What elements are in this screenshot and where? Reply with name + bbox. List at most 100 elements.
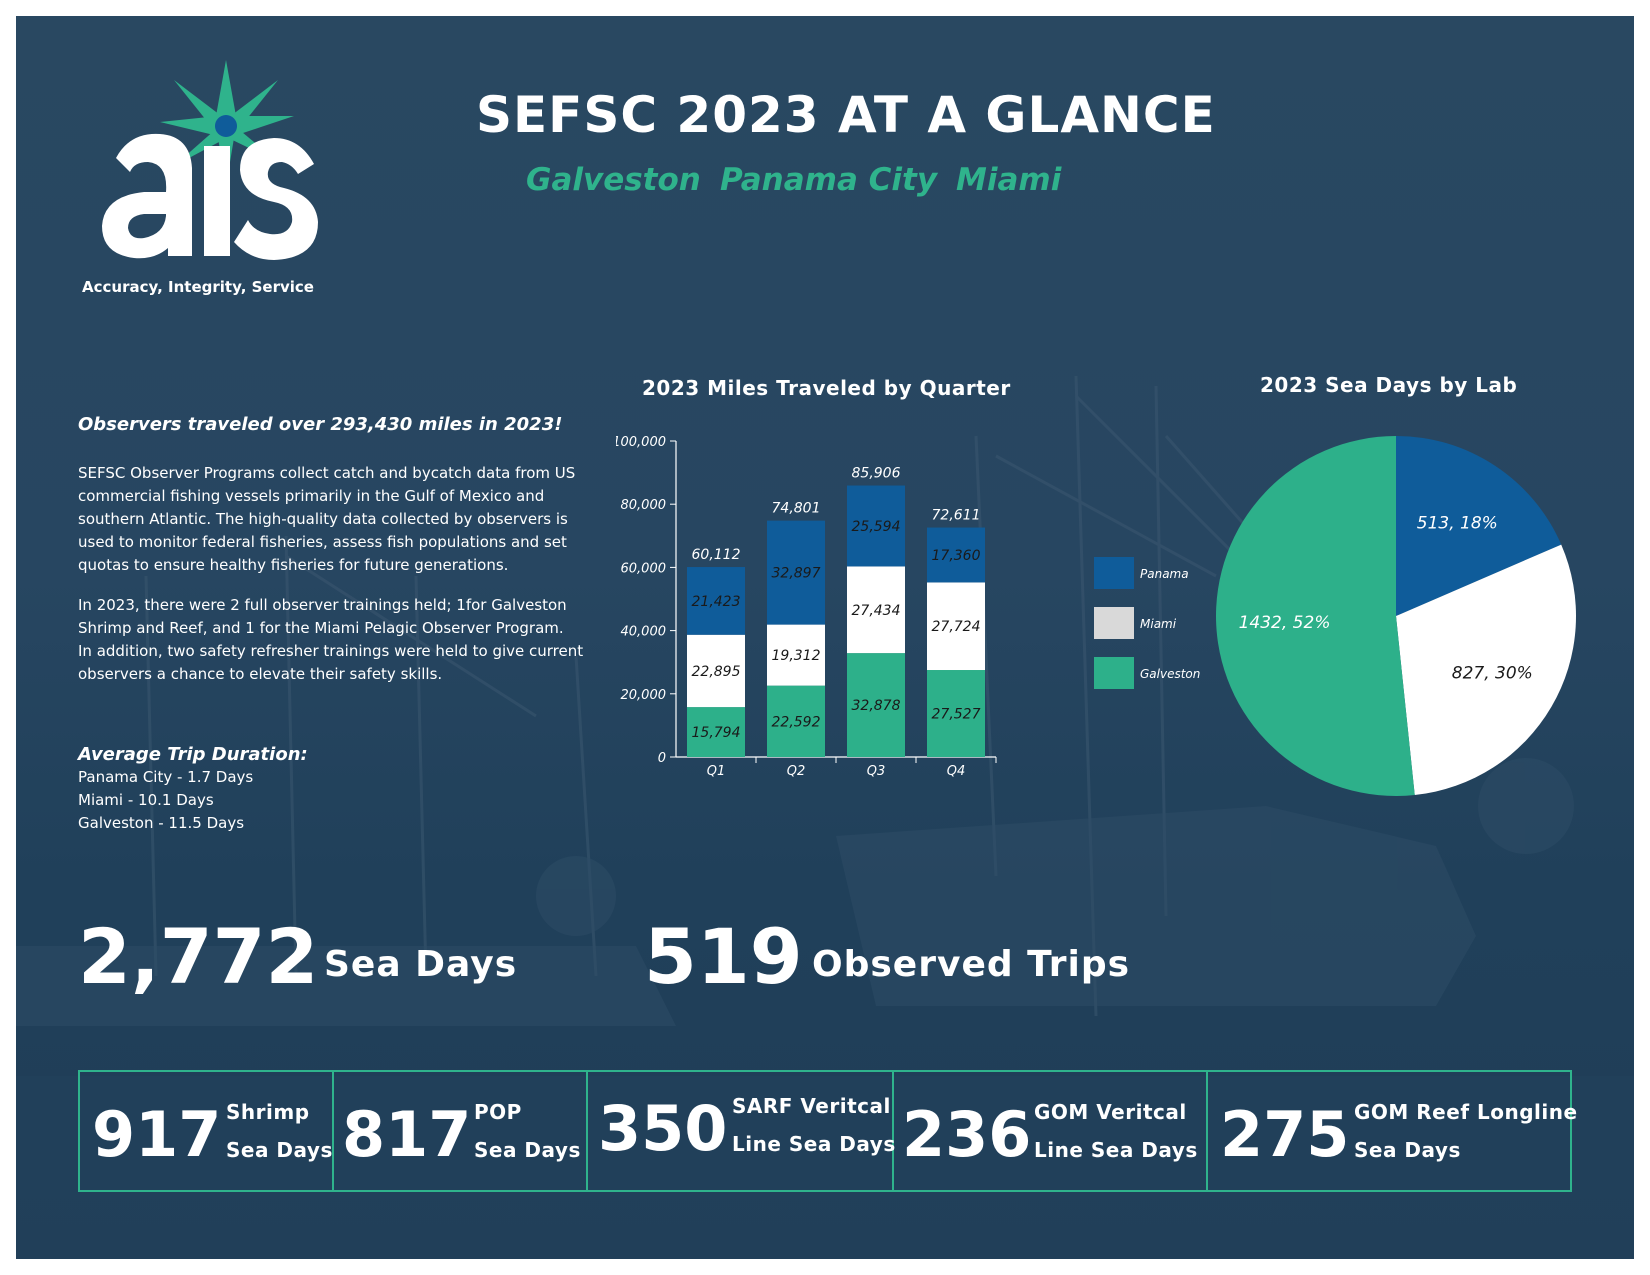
ais-logo	[102, 60, 318, 260]
bar-segment-miami	[927, 582, 985, 671]
stat-label-line2: Sea Days	[1354, 1138, 1461, 1162]
pie-data-label: 1432, 52%	[1239, 613, 1331, 633]
intro-paragraph: SEFSC Observer Programs collect catch an…	[78, 462, 598, 577]
bar-segment-miami	[687, 634, 745, 708]
pie-data-label: 827, 30%	[1452, 663, 1533, 683]
location-miami: Miami	[956, 162, 1062, 198]
avg-trip-galveston: Galveston - 11.5 Days	[78, 814, 245, 832]
bar-segment-galveston	[847, 653, 905, 757]
bar-data-label: 27,724	[932, 619, 981, 635]
sea-days-breakdown: 917 Shrimp Sea Days 817 POP Sea Days 350…	[78, 1070, 1577, 1192]
stat-label-line1: GOM Reef Longline	[1354, 1100, 1578, 1124]
bar-data-label: 32,878	[852, 698, 901, 714]
bar-data-label: 22,895	[692, 664, 741, 680]
training-line: observers a chance to elevate their safe…	[78, 665, 443, 683]
observed-trips-total: 519	[644, 912, 803, 1001]
bar-segment-galveston	[927, 670, 985, 757]
bar-data-label: 17,360	[932, 548, 981, 564]
stat-number: 350	[598, 1092, 728, 1165]
legend-label-miami: Miami	[1140, 617, 1177, 631]
legend-swatch-miami	[1094, 607, 1134, 639]
bar-total-label: 85,906	[852, 466, 901, 482]
stat-gom-vertical-line: 236 GOM Veritcal Line Sea Days	[892, 1072, 1208, 1190]
x-tick-label: Q4	[947, 764, 966, 779]
bar-data-label: 32,897	[772, 566, 821, 582]
pie-slice-galveston	[1216, 436, 1415, 796]
miles-highlight: Observers traveled over 293,430 miles in…	[78, 414, 563, 435]
stat-label-line2: Sea Days	[474, 1138, 581, 1162]
stat-label-line1: POP	[474, 1100, 522, 1124]
intro-line: used to monitor federal fisheries, asses…	[78, 533, 567, 551]
sea-days-label: Sea Days	[324, 944, 518, 985]
bar-segment-miami	[847, 566, 905, 654]
bar-segment-panama	[847, 485, 905, 567]
bar-data-label: 22,592	[772, 714, 821, 730]
intro-line: commercial fishing vessels primarily in …	[78, 487, 545, 505]
page-title: SEFSC 2023 AT A GLANCE	[476, 86, 1216, 144]
bar-data-label: 27,434	[852, 603, 901, 619]
legend-label-galveston: Galveston	[1140, 667, 1200, 681]
training-paragraph: In 2023, there were 2 full observer trai…	[78, 594, 598, 686]
miles-bar-chart: 0 20,000 40,000 60,000 80,000 100,000 15,794 22…	[616, 435, 1200, 779]
background-boats-image	[16, 375, 1634, 1259]
location-panama-city: Panama City	[720, 162, 938, 198]
bar-segment-galveston	[687, 707, 745, 757]
y-tick-label: 20,000	[621, 688, 667, 703]
legend-label-panama: Panama	[1140, 567, 1189, 581]
stat-label-line2: Line Sea Days	[1034, 1138, 1198, 1162]
bar-chart-title: 2023 Miles Traveled by Quarter	[642, 376, 1011, 400]
y-tick-label: 40,000	[621, 625, 667, 640]
stat-shrimp: 917 Shrimp Sea Days	[80, 1072, 334, 1190]
pie-slice-miami	[1396, 544, 1576, 796]
stat-label-line2: Sea Days	[226, 1138, 333, 1162]
stat-label-line1: Shrimp	[226, 1100, 310, 1124]
bar-total-label: 72,611	[932, 508, 981, 524]
stat-pop: 817 POP Sea Days	[332, 1072, 588, 1190]
bar-segment-panama	[927, 527, 985, 583]
y-tick-label: 80,000	[621, 498, 667, 513]
bar-data-label: 19,312	[772, 648, 821, 664]
y-tick-label: 0	[658, 751, 666, 766]
stat-number: 236	[902, 1098, 1032, 1171]
stat-label-line2: Line Sea Days	[732, 1132, 896, 1156]
bar-data-label: 21,423	[692, 594, 741, 610]
stat-gom-reef-longline: 275 GOM Reef Longline Sea Days	[1206, 1072, 1577, 1190]
avg-trip-heading: Average Trip Duration:	[78, 744, 308, 765]
infographic-panel: Accuracy, Integrity, Service SEFSC 2023 …	[16, 16, 1634, 1259]
intro-line: southern Atlantic. The high-quality data…	[78, 510, 568, 528]
training-line: In 2023, there were 2 full observer trai…	[78, 596, 567, 614]
stat-number: 817	[342, 1098, 472, 1171]
bar-segment-panama	[687, 567, 745, 635]
legend-swatch-panama	[1094, 557, 1134, 589]
bar-data-label: 15,794	[692, 725, 741, 741]
training-line: In addition, two safety refresher traini…	[78, 642, 584, 660]
observed-trips-label: Observed Trips	[812, 944, 1131, 985]
x-tick-label: Q2	[787, 764, 806, 779]
sea-days-total: 2,772	[78, 912, 319, 1001]
x-tick-label: Q3	[867, 764, 886, 779]
stat-label-line1: SARF Veritcal	[732, 1094, 891, 1118]
bar-segment-miami	[767, 624, 825, 686]
avg-trip-miami: Miami - 10.1 Days	[78, 791, 214, 809]
intro-line: SEFSC Observer Programs collect catch an…	[78, 464, 576, 482]
location-galveston: Galveston	[526, 162, 701, 198]
pie-chart-title: 2023 Sea Days by Lab	[1260, 373, 1518, 397]
bar-segment-panama	[767, 520, 825, 625]
avg-trip-panama-city: Panama City - 1.7 Days	[78, 768, 254, 786]
pie-slice-panama	[1396, 436, 1562, 616]
bar-data-label: 25,594	[852, 519, 901, 535]
training-line: Shrimp and Reef, and 1 for the Miami Pel…	[78, 619, 564, 637]
bar-total-label: 60,112	[692, 547, 741, 563]
intro-line: quotas to ensure healthy fisheries for f…	[78, 556, 509, 574]
pie-data-label: 513, 18%	[1417, 514, 1498, 534]
legend-swatch-galveston	[1094, 657, 1134, 689]
stat-label-line1: GOM Veritcal	[1034, 1100, 1187, 1124]
logo-tagline: Accuracy, Integrity, Service	[82, 278, 314, 296]
bar-total-label: 74,801	[772, 501, 821, 517]
stat-sarf-vertical-line: 350 SARF Veritcal Line Sea Days	[586, 1072, 896, 1190]
bar-segment-galveston	[767, 685, 825, 757]
y-tick-label: 60,000	[621, 561, 667, 576]
stat-number: 917	[92, 1098, 222, 1171]
sea-days-pie-chart: 513, 18% 827, 30% 1432, 52%	[1216, 436, 1576, 796]
stat-number: 275	[1220, 1098, 1350, 1171]
